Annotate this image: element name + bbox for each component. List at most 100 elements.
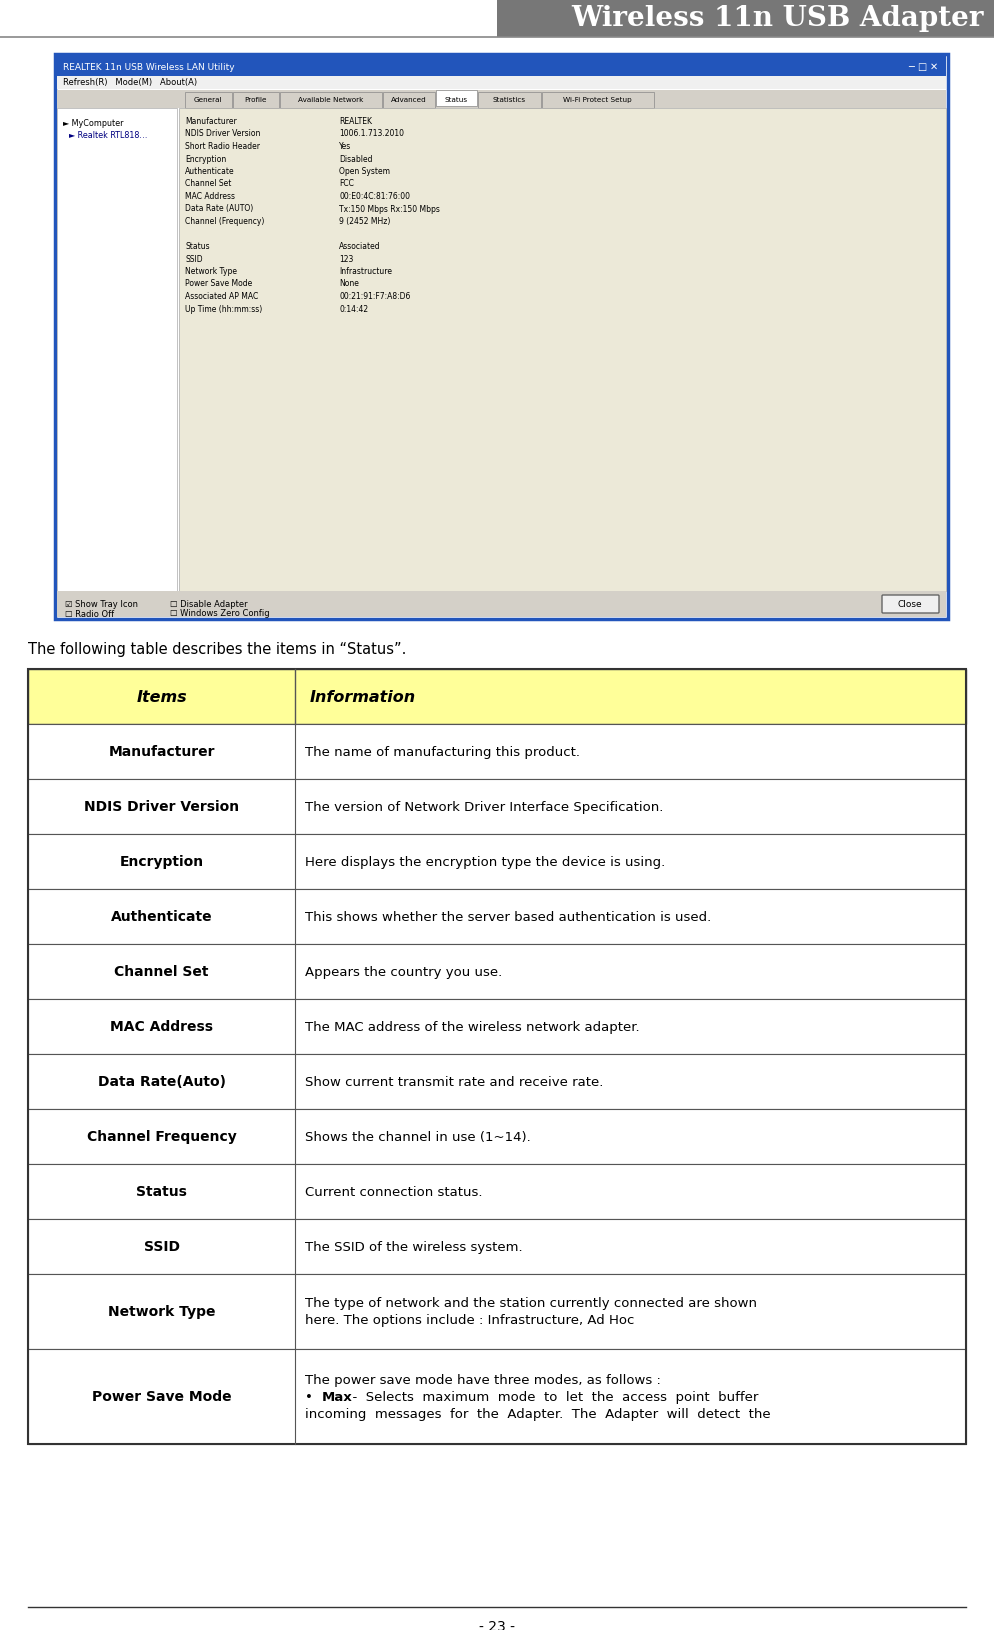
Text: Network Type: Network Type bbox=[185, 267, 237, 275]
Bar bbox=[477, 93, 541, 109]
Bar bbox=[28, 1110, 966, 1164]
Text: The SSID of the wireless system.: The SSID of the wireless system. bbox=[305, 1240, 523, 1253]
Bar bbox=[28, 890, 966, 944]
Bar bbox=[280, 93, 382, 109]
Text: Advanced: Advanced bbox=[391, 96, 426, 103]
Text: SSID: SSID bbox=[185, 254, 203, 264]
Bar bbox=[28, 999, 966, 1055]
Bar bbox=[28, 670, 966, 725]
Text: The name of manufacturing this product.: The name of manufacturing this product. bbox=[305, 745, 580, 758]
Bar bbox=[57, 91, 946, 109]
Text: Available Network: Available Network bbox=[298, 96, 364, 103]
Text: Max: Max bbox=[322, 1390, 353, 1403]
Text: None: None bbox=[339, 279, 359, 289]
Text: Power Save Mode: Power Save Mode bbox=[185, 279, 252, 289]
Text: ☐ Radio Off: ☐ Radio Off bbox=[65, 610, 114, 618]
Bar bbox=[57, 592, 946, 618]
Text: REALTEK: REALTEK bbox=[339, 117, 372, 126]
Bar bbox=[28, 1350, 966, 1444]
Text: Associated: Associated bbox=[339, 241, 381, 251]
Text: Status: Status bbox=[136, 1185, 187, 1198]
Bar bbox=[57, 109, 177, 592]
Text: Status: Status bbox=[185, 241, 210, 251]
Bar bbox=[542, 93, 654, 109]
Bar bbox=[28, 1219, 966, 1275]
Text: SSID: SSID bbox=[144, 1240, 180, 1253]
Text: Items: Items bbox=[136, 689, 187, 704]
Text: Manufacturer: Manufacturer bbox=[108, 745, 215, 760]
Text: Statistics: Statistics bbox=[492, 96, 526, 103]
Bar bbox=[28, 779, 966, 835]
Bar bbox=[28, 1275, 966, 1350]
Bar bbox=[179, 109, 946, 592]
Text: 123: 123 bbox=[339, 254, 354, 264]
Text: The type of network and the station currently connected are shown: The type of network and the station curr… bbox=[305, 1297, 757, 1309]
Text: Power Save Mode: Power Save Mode bbox=[91, 1390, 232, 1403]
Text: ► Realtek RTL818…: ► Realtek RTL818… bbox=[69, 130, 147, 140]
Bar bbox=[57, 77, 946, 90]
Text: Yes: Yes bbox=[339, 142, 351, 152]
Text: Short Radio Header: Short Radio Header bbox=[185, 142, 260, 152]
Text: Channel Set: Channel Set bbox=[114, 965, 209, 980]
Text: Profile: Profile bbox=[245, 96, 267, 103]
Text: FCC: FCC bbox=[339, 179, 354, 189]
Text: Data Rate(Auto): Data Rate(Auto) bbox=[97, 1074, 226, 1089]
Text: □: □ bbox=[916, 62, 926, 72]
Bar bbox=[185, 93, 232, 109]
Text: This shows whether the server based authentication is used.: This shows whether the server based auth… bbox=[305, 911, 712, 924]
Text: ☐ Windows Zero Config: ☐ Windows Zero Config bbox=[170, 610, 269, 618]
Bar bbox=[28, 835, 966, 890]
Text: •: • bbox=[305, 1390, 322, 1403]
Text: 0:14:42: 0:14:42 bbox=[339, 305, 368, 313]
Text: Authenticate: Authenticate bbox=[111, 910, 213, 924]
Bar bbox=[28, 1055, 966, 1110]
Text: General: General bbox=[194, 96, 223, 103]
Text: Channel Frequency: Channel Frequency bbox=[86, 1130, 237, 1144]
Text: -  Selects  maximum  mode  to  let  the  access  point  buffer: - Selects maximum mode to let the access… bbox=[344, 1390, 758, 1403]
Text: here. The options include : Infrastructure, Ad Hoc: here. The options include : Infrastructu… bbox=[305, 1314, 635, 1327]
FancyBboxPatch shape bbox=[882, 595, 939, 613]
Text: Wi-Fi Protect Setup: Wi-Fi Protect Setup bbox=[564, 96, 632, 103]
Text: Close: Close bbox=[898, 600, 922, 610]
Text: Show current transmit rate and receive rate.: Show current transmit rate and receive r… bbox=[305, 1076, 603, 1089]
Text: ► MyComputer: ► MyComputer bbox=[63, 119, 123, 127]
Bar bbox=[28, 725, 966, 779]
Text: Open System: Open System bbox=[339, 166, 390, 176]
Bar bbox=[435, 91, 476, 108]
Text: Authenticate: Authenticate bbox=[185, 166, 235, 176]
Bar bbox=[57, 57, 946, 77]
Bar bbox=[383, 93, 434, 109]
Text: Channel Set: Channel Set bbox=[185, 179, 232, 189]
Text: incoming  messages  for  the  Adapter.  The  Adapter  will  detect  the: incoming messages for the Adapter. The A… bbox=[305, 1407, 771, 1420]
Text: NDIS Driver Version: NDIS Driver Version bbox=[84, 800, 240, 813]
Bar bbox=[55, 55, 948, 619]
Text: REALTEK 11n USB Wireless LAN Utility: REALTEK 11n USB Wireless LAN Utility bbox=[63, 62, 235, 72]
Text: ✕: ✕ bbox=[929, 62, 938, 72]
Text: Associated AP MAC: Associated AP MAC bbox=[185, 292, 258, 302]
Text: Here displays the encryption type the device is using.: Here displays the encryption type the de… bbox=[305, 856, 666, 869]
Bar bbox=[28, 944, 966, 999]
Text: 9 (2452 MHz): 9 (2452 MHz) bbox=[339, 217, 391, 227]
Bar bbox=[28, 1164, 966, 1219]
Text: MAC Address: MAC Address bbox=[185, 192, 235, 200]
Text: The following table describes the items in “Status”.: The following table describes the items … bbox=[28, 642, 407, 657]
Text: Manufacturer: Manufacturer bbox=[185, 117, 237, 126]
Bar bbox=[28, 670, 966, 1444]
Text: Wireless 11n USB Adapter: Wireless 11n USB Adapter bbox=[572, 5, 984, 33]
Text: Data Rate (AUTO): Data Rate (AUTO) bbox=[185, 204, 253, 214]
Text: MAC Address: MAC Address bbox=[110, 1020, 213, 1033]
Text: The version of Network Driver Interface Specification.: The version of Network Driver Interface … bbox=[305, 800, 664, 813]
Text: NDIS Driver Version: NDIS Driver Version bbox=[185, 129, 260, 139]
Text: Current connection status.: Current connection status. bbox=[305, 1185, 483, 1198]
Text: Shows the channel in use (1~14).: Shows the channel in use (1~14). bbox=[305, 1130, 531, 1143]
Text: ☑ Show Tray Icon: ☑ Show Tray Icon bbox=[65, 600, 138, 610]
Bar bbox=[233, 93, 279, 109]
Text: The power save mode have three modes, as follows :: The power save mode have three modes, as… bbox=[305, 1372, 661, 1386]
Text: Network Type: Network Type bbox=[108, 1304, 216, 1319]
Text: - 23 -: - 23 - bbox=[479, 1619, 515, 1630]
Text: Channel (Frequency): Channel (Frequency) bbox=[185, 217, 264, 227]
Text: 00:21:91:F7:A8:D6: 00:21:91:F7:A8:D6 bbox=[339, 292, 411, 302]
Text: ☐ Disable Adapter: ☐ Disable Adapter bbox=[170, 600, 248, 610]
Text: Infrastructure: Infrastructure bbox=[339, 267, 392, 275]
Text: Appears the country you use.: Appears the country you use. bbox=[305, 965, 503, 978]
